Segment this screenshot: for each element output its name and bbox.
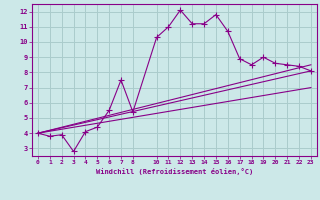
X-axis label: Windchill (Refroidissement éolien,°C): Windchill (Refroidissement éolien,°C)	[96, 168, 253, 175]
